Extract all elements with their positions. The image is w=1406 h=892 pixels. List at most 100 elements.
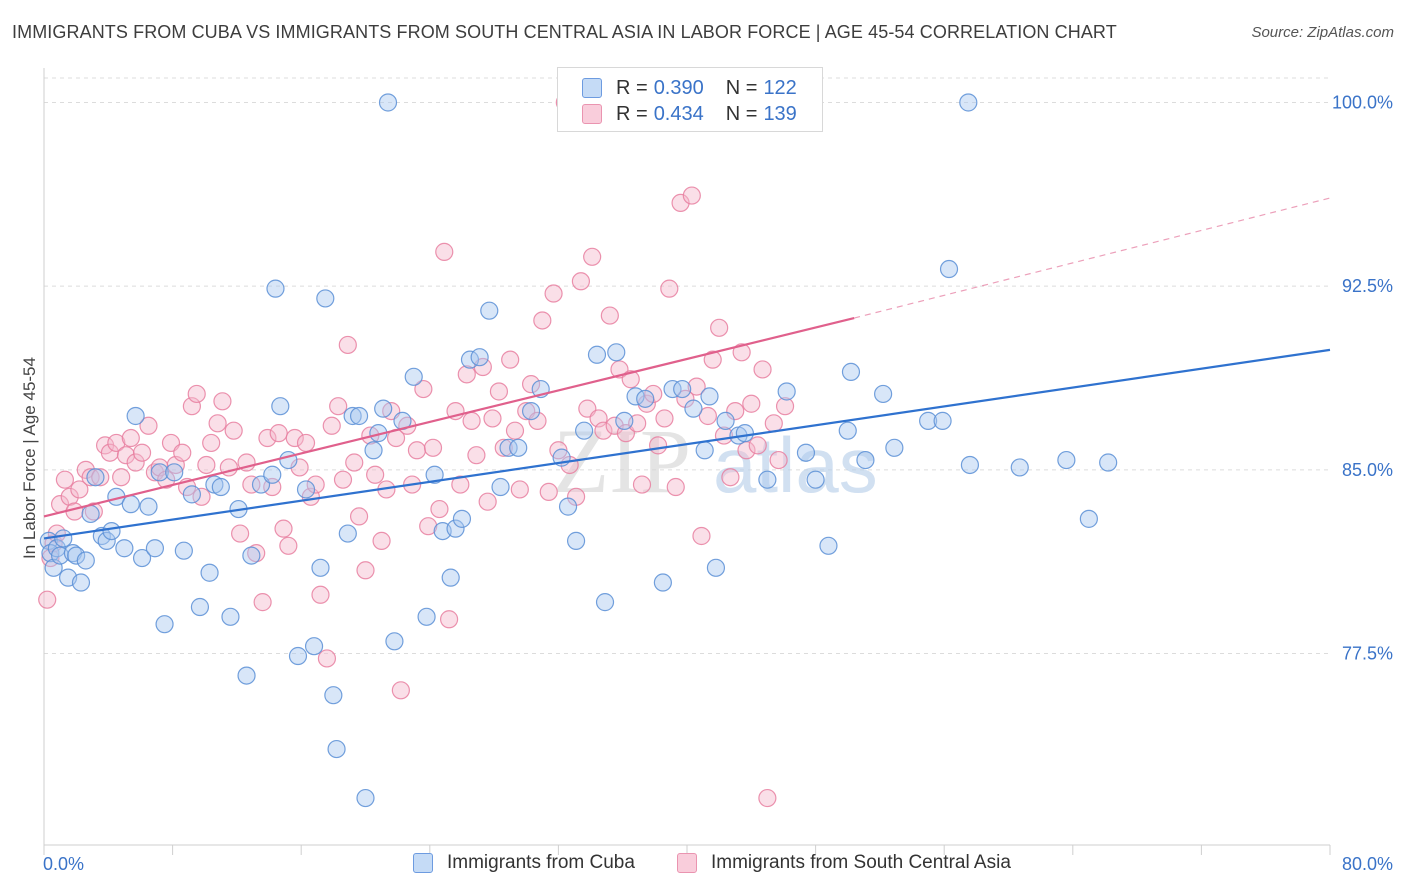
point-cuba — [417, 607, 436, 626]
point-cuba — [684, 399, 703, 418]
point-south-central-asia — [489, 382, 509, 401]
point-cuba — [324, 686, 343, 705]
point-south-central-asia — [671, 193, 690, 213]
point-south-central-asia — [775, 397, 795, 416]
y-tick-label: 85.0% — [1342, 460, 1393, 480]
point-cuba — [132, 548, 152, 568]
point-south-central-asia — [407, 441, 427, 460]
points-south-central-asia — [38, 93, 795, 808]
point-south-central-asia — [349, 507, 369, 526]
point-south-central-asia — [372, 531, 391, 550]
point-south-central-asia — [38, 590, 57, 609]
point-cuba — [115, 539, 134, 558]
point-cuba — [126, 406, 145, 426]
stats-legend: R = 0.390 N = 122 R = 0.434 N = 139 — [557, 67, 823, 132]
point-cuba — [97, 531, 116, 550]
point-cuba — [266, 279, 285, 298]
point-cuba — [425, 465, 444, 484]
trend-line-asia — [43, 316, 855, 518]
point-south-central-asia — [274, 519, 293, 538]
point-south-central-asia — [306, 475, 325, 494]
point-cuba — [695, 441, 714, 460]
point-south-central-asia — [494, 438, 513, 457]
point-cuba — [121, 495, 140, 514]
point-cuba — [446, 519, 465, 538]
point-cuba — [81, 504, 100, 524]
legend-n-label: N = — [725, 102, 758, 125]
point-cuba — [819, 536, 838, 555]
point-south-central-asia — [247, 544, 266, 563]
grid-lines — [44, 77, 1330, 655]
point-south-central-asia — [521, 375, 541, 394]
point-cuba — [806, 470, 825, 489]
point-south-central-asia — [423, 438, 443, 457]
x-min-label: 0.0% — [43, 854, 84, 874]
point-south-central-asia — [758, 788, 777, 808]
source-credit: Source: ZipAtlas.com — [1251, 24, 1394, 41]
point-south-central-asia — [391, 681, 410, 700]
legend-n-value: 122 — [763, 76, 797, 99]
legend-label-asia: Immigrants from South Central Asia — [711, 852, 1011, 873]
point-south-central-asia — [505, 421, 525, 440]
trend-line-cuba — [43, 348, 1331, 540]
point-cuba — [356, 788, 375, 808]
point-cuba — [404, 367, 423, 386]
point-south-central-asia — [544, 284, 563, 303]
point-cuba — [716, 411, 735, 430]
point-cuba — [491, 477, 510, 497]
point-cuba — [663, 379, 682, 399]
point-south-central-asia — [55, 470, 74, 489]
point-south-central-asia — [621, 370, 640, 389]
point-cuba — [54, 529, 73, 548]
point-cuba — [288, 646, 308, 666]
legend-item-cuba[interactable]: Immigrants from Cuba — [413, 852, 635, 874]
point-cuba — [885, 438, 904, 457]
point-south-central-asia — [253, 593, 272, 612]
point-south-central-asia — [655, 409, 674, 428]
point-south-central-asia — [478, 492, 497, 511]
point-cuba — [575, 421, 594, 440]
point-south-central-asia — [345, 453, 364, 472]
point-cuba — [1057, 450, 1076, 470]
point-south-central-asia — [451, 475, 470, 494]
point-cuba — [933, 411, 952, 430]
point-cuba — [150, 463, 169, 482]
point-south-central-asia — [126, 453, 145, 472]
legend-item-asia[interactable]: Immigrants from South Central Asia — [677, 852, 1011, 874]
point-south-central-asia — [317, 649, 337, 668]
legend-swatch-cuba — [413, 853, 433, 873]
legend-n-value: 139 — [763, 102, 797, 125]
point-south-central-asia — [710, 318, 729, 337]
point-cuba — [378, 93, 398, 112]
point-cuba — [102, 521, 121, 541]
point-south-central-asia — [60, 487, 79, 506]
point-cuba — [263, 465, 282, 484]
point-cuba — [470, 348, 489, 367]
point-cuba — [636, 389, 655, 408]
point-cuba — [211, 477, 230, 497]
point-cuba — [758, 470, 777, 489]
legend-r-label: R = — [616, 76, 648, 99]
point-cuba — [1010, 458, 1029, 477]
point-cuba — [385, 632, 404, 651]
point-south-central-asia — [682, 186, 701, 205]
point-south-central-asia — [721, 468, 740, 487]
point-south-central-asia — [91, 468, 110, 487]
point-south-central-asia — [139, 416, 158, 435]
point-south-central-asia — [338, 335, 357, 355]
point-cuba — [566, 531, 586, 550]
point-cuba — [499, 438, 518, 457]
point-cuba — [76, 551, 95, 570]
point-south-central-asia — [732, 343, 751, 362]
tick-labels: 77.5% 85.0% 92.5% 100.0% — [1332, 92, 1393, 663]
point-cuba — [304, 637, 324, 656]
point-cuba — [480, 301, 499, 320]
y-axis-label: In Labor Force | Age 45-54 — [20, 357, 39, 559]
point-cuba — [145, 539, 165, 558]
point-south-central-asia — [322, 416, 341, 435]
point-cuba — [960, 455, 980, 475]
point-south-central-asia — [457, 365, 476, 384]
legend-row-cuba: R = 0.390 N = 122 — [582, 76, 803, 100]
point-cuba — [237, 666, 256, 685]
point-cuba — [311, 558, 330, 577]
